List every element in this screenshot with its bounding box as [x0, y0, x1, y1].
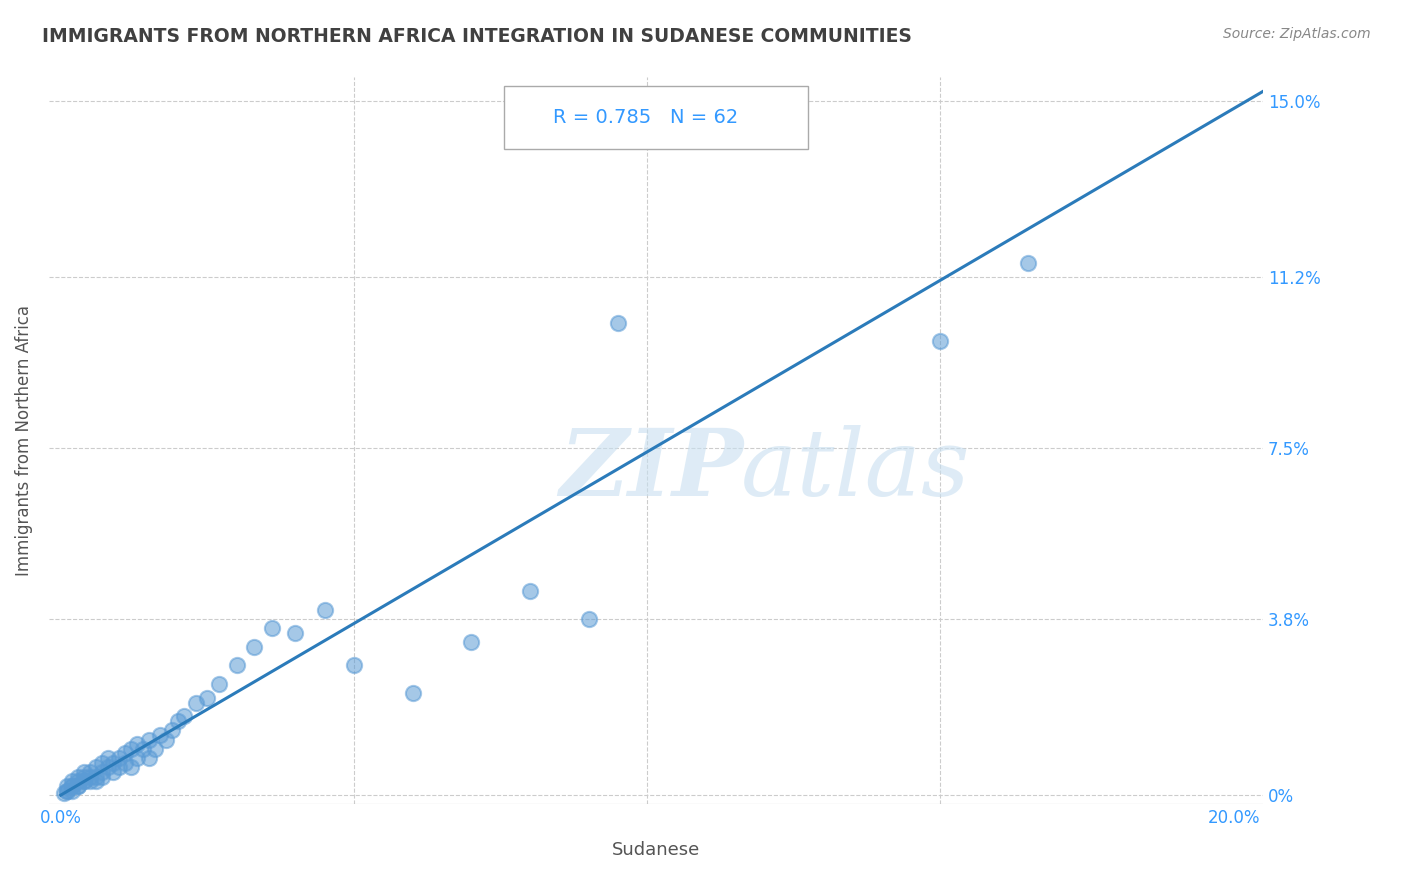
Point	[97, 760, 120, 774]
Point	[73, 774, 96, 789]
Point	[125, 737, 148, 751]
Point	[55, 783, 77, 797]
Point	[208, 677, 231, 691]
Point	[67, 779, 90, 793]
Point	[195, 690, 218, 705]
Point	[52, 786, 75, 800]
Point	[260, 622, 283, 636]
Point	[62, 779, 84, 793]
Point	[120, 742, 142, 756]
Point	[84, 770, 107, 784]
Point	[62, 779, 84, 793]
Point	[225, 658, 247, 673]
Point	[460, 635, 482, 649]
Point	[73, 770, 96, 784]
Point	[149, 728, 172, 742]
X-axis label: Sudanese: Sudanese	[612, 841, 700, 859]
Text: ZIP: ZIP	[560, 425, 744, 515]
Point	[84, 760, 107, 774]
Point	[578, 612, 600, 626]
Point	[90, 764, 112, 779]
Point	[929, 334, 952, 349]
Text: Source: ZipAtlas.com: Source: ZipAtlas.com	[1223, 27, 1371, 41]
Point	[62, 774, 84, 789]
Point	[114, 756, 136, 770]
Point	[138, 751, 160, 765]
Text: R = 0.785   N = 62: R = 0.785 N = 62	[553, 108, 738, 127]
Point	[519, 584, 541, 599]
Point	[155, 732, 177, 747]
Point	[79, 764, 101, 779]
Point	[143, 742, 166, 756]
Point	[62, 783, 84, 797]
Point	[97, 751, 120, 765]
Point	[103, 764, 125, 779]
Point	[67, 770, 90, 784]
Point	[138, 732, 160, 747]
Point	[90, 770, 112, 784]
Point	[184, 696, 207, 710]
Y-axis label: Immigrants from Northern Africa: Immigrants from Northern Africa	[15, 305, 32, 576]
Point	[90, 756, 112, 770]
Point	[160, 723, 183, 738]
Point	[125, 751, 148, 765]
Point	[173, 709, 195, 723]
Point	[120, 760, 142, 774]
Point	[79, 774, 101, 789]
Point	[114, 747, 136, 761]
Point	[284, 626, 307, 640]
Point	[79, 770, 101, 784]
Point	[67, 774, 90, 789]
Point	[401, 686, 423, 700]
Point	[73, 764, 96, 779]
FancyBboxPatch shape	[505, 87, 808, 149]
Point	[84, 774, 107, 789]
Point	[108, 751, 131, 765]
Point	[108, 760, 131, 774]
Point	[132, 742, 155, 756]
Point	[67, 779, 90, 793]
Point	[243, 640, 266, 654]
Point	[73, 774, 96, 789]
Point	[167, 714, 190, 728]
Point	[606, 316, 628, 330]
Point	[343, 658, 366, 673]
Point	[103, 756, 125, 770]
Text: atlas: atlas	[741, 425, 970, 515]
Point	[314, 603, 336, 617]
Text: IMMIGRANTS FROM NORTHERN AFRICA INTEGRATION IN SUDANESE COMMUNITIES: IMMIGRANTS FROM NORTHERN AFRICA INTEGRAT…	[42, 27, 912, 45]
Point	[55, 783, 77, 797]
Point	[1017, 255, 1039, 269]
Point	[55, 779, 77, 793]
